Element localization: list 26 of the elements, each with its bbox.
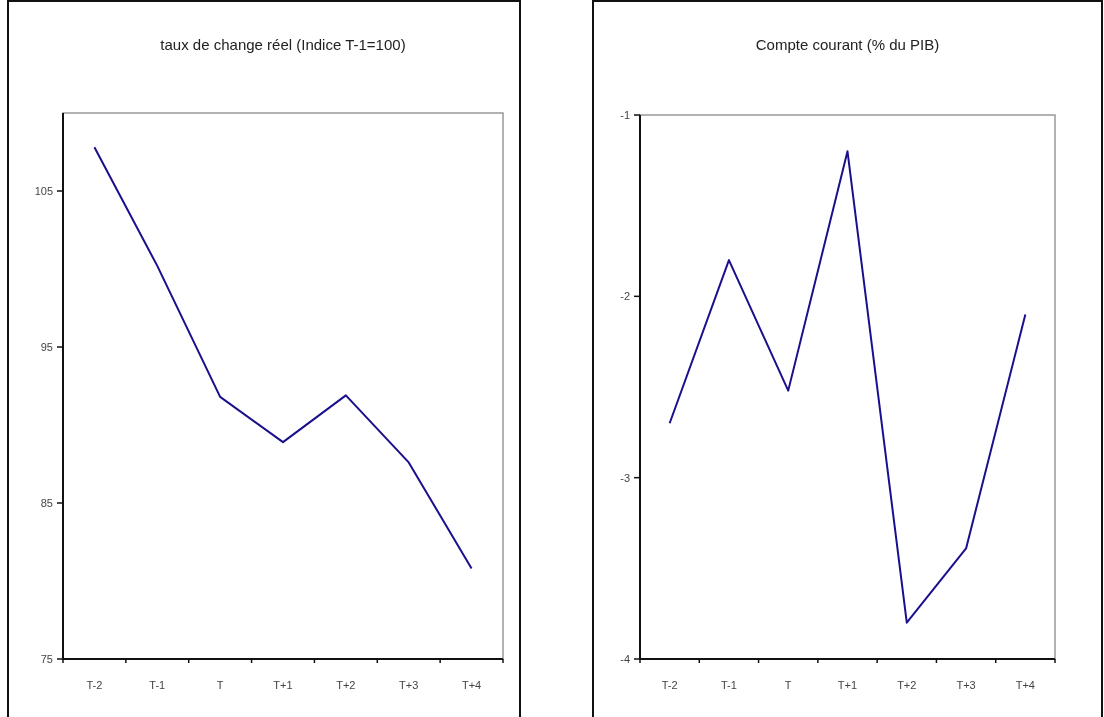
x-tick-label: T+1 bbox=[837, 679, 858, 691]
y-tick-label: -1 bbox=[620, 109, 630, 121]
x-tick-label: T-1 bbox=[720, 679, 737, 691]
y-tick-label: 95 bbox=[40, 341, 53, 353]
x-tick-label: T+4 bbox=[461, 679, 482, 691]
line-series bbox=[668, 150, 1027, 624]
chart-title: taux de change réel (Indice T-1=100) bbox=[160, 36, 406, 53]
x-tick-label: T bbox=[784, 679, 792, 691]
y-tick-label: -2 bbox=[620, 290, 630, 303]
x-tick-label: T+4 bbox=[1015, 679, 1035, 691]
line-series bbox=[93, 146, 473, 570]
x-tick-label: T+2 bbox=[897, 679, 917, 691]
y-tick-label: 105 bbox=[34, 185, 53, 197]
y-tick-label: 75 bbox=[40, 653, 53, 665]
x-tick-label: T-2 bbox=[86, 679, 103, 691]
x-tick-label: T+3 bbox=[399, 679, 419, 691]
x-tick-label: T-1 bbox=[149, 679, 166, 691]
x-tick-label: T bbox=[216, 679, 224, 691]
y-tick-label: 85 bbox=[40, 497, 53, 509]
y-tick-label: -4 bbox=[620, 653, 630, 665]
chart-title: Compte courant (% du PIB) bbox=[755, 36, 940, 53]
x-tick-label: T-2 bbox=[661, 679, 678, 691]
x-tick-label: T+3 bbox=[956, 679, 976, 691]
y-tick-label: -3 bbox=[620, 471, 630, 484]
x-tick-label: T+1 bbox=[273, 679, 293, 691]
x-tick-label: T+2 bbox=[336, 679, 356, 691]
